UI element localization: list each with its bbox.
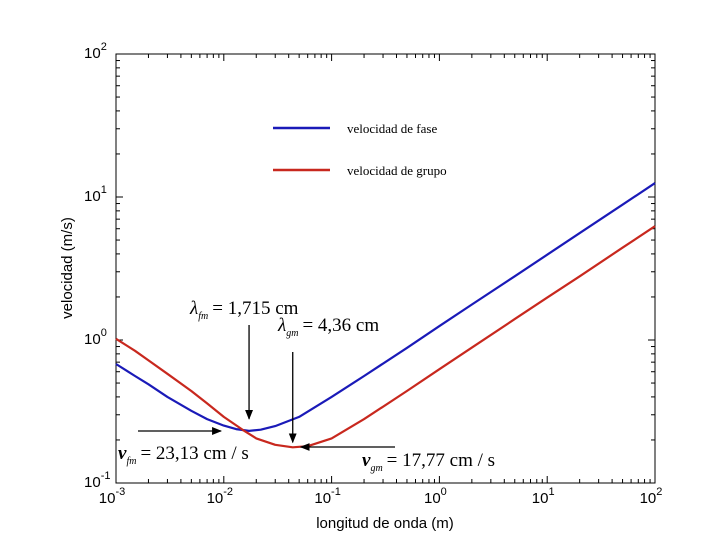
legend: velocidad de fase velocidad de grupo	[273, 121, 447, 178]
x-tick-label: 102	[640, 486, 663, 507]
x-tick-label: 100	[424, 486, 447, 507]
x-tick-label: 10-2	[207, 486, 233, 507]
y-tick-label: 101	[84, 184, 107, 205]
y-tick-label: 102	[84, 41, 107, 62]
x-axis-label: longitud de onda (m)	[316, 515, 454, 532]
plot-frame	[115, 53, 656, 484]
legend-entry: velocidad de fase	[347, 121, 437, 136]
annotation-v-gm: vgm = 17,77 cm / s	[362, 450, 495, 474]
annotation-lambda-fm: λfm = 1,715 cm	[189, 298, 299, 322]
y-tick-label: 100	[84, 327, 107, 348]
series-line-fase	[115, 182, 656, 432]
tick-labels: 10-3 10-2 10-1 100 101 102 10-1 100 101 102	[84, 41, 662, 507]
x-tick-label: 10-3	[99, 486, 125, 507]
x-tick-label: 101	[532, 486, 555, 507]
legend-entry: velocidad de grupo	[347, 163, 447, 178]
annotation-v-fm: vfm = 23,13 cm / s	[118, 443, 249, 467]
annotation-lambda-gm: λgm = 4,36 cm	[277, 315, 379, 339]
y-tick-label: 10-1	[84, 470, 110, 491]
x-tick-label: 10-1	[314, 486, 340, 507]
y-axis-label: velocidad (m/s)	[59, 217, 76, 319]
axis-ticks	[115, 53, 656, 484]
